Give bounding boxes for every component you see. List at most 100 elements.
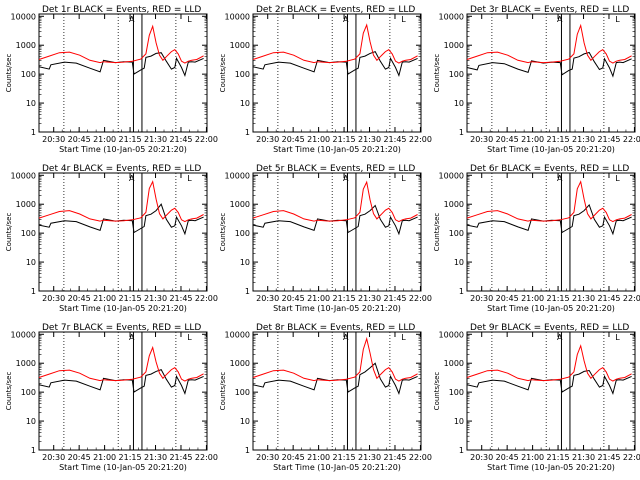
x-tick-label: 22:00	[623, 294, 640, 303]
plot-frame	[252, 13, 422, 133]
y-tick-label: 1000	[16, 359, 36, 368]
y-tick-label: 10000	[11, 171, 36, 180]
panel-9: Det 9r BLACK = Events, RED = LLD 1 10 100 10…	[433, 323, 640, 472]
top-marker-label: A	[343, 15, 349, 24]
series-line-lld	[252, 180, 418, 223]
y-tick-label: 10000	[439, 171, 464, 180]
y-tick-label: 10	[26, 417, 36, 426]
y-tick-label: 10000	[439, 330, 464, 339]
y-axis-label: Counts/sec	[219, 213, 227, 252]
x-tick-label: 21:45	[169, 135, 192, 144]
series-line-lld	[252, 336, 418, 382]
panel-title: Det 7r BLACK = Events, RED = LLD	[42, 323, 201, 333]
panel-7: Det 7r BLACK = Events, RED = LLD 1 10 100 10…	[5, 323, 218, 472]
x-tick-label: 22:00	[195, 135, 218, 144]
y-tick-label: 10	[454, 258, 464, 267]
x-tick-label: 20:30	[470, 135, 493, 144]
x-tick-label: 21:00	[307, 135, 330, 144]
x-axis-label: Start Time (10-Jan-05 20:21:20)	[59, 304, 187, 313]
top-marker-label: A	[557, 333, 563, 342]
plot-frame	[38, 331, 208, 451]
y-tick-label: 1	[31, 287, 36, 296]
top-marker-label: A	[129, 174, 135, 183]
plot-frame	[252, 331, 422, 451]
x-tick-label: 21:15	[547, 135, 570, 144]
y-tick-label: 100	[235, 229, 250, 238]
x-tick-label: 21:00	[521, 135, 544, 144]
x-tick-label: 22:00	[195, 453, 218, 462]
x-tick-label: 22:00	[409, 135, 432, 144]
panel-1: Det 1r BLACK = Events, RED = LLD 1 10 100 10…	[5, 5, 218, 154]
x-axis-label: Start Time (10-Jan-05 20:21:20)	[487, 304, 615, 313]
series-line-events	[38, 203, 204, 236]
y-tick-label: 100	[21, 70, 36, 79]
x-tick-label: 21:00	[307, 294, 330, 303]
x-tick-label: 21:00	[521, 453, 544, 462]
panel-title: Det 2r BLACK = Events, RED = LLD	[256, 5, 415, 15]
x-tick-label: 20:30	[256, 453, 279, 462]
plot-frame	[38, 172, 208, 292]
x-tick-label: 21:45	[169, 294, 192, 303]
y-tick-label: 10	[26, 258, 36, 267]
top-marker-label: L	[401, 174, 406, 183]
panel-3: Det 3r BLACK = Events, RED = LLD 1 10 100 10…	[433, 5, 640, 154]
x-tick-label: 20:30	[42, 453, 65, 462]
x-tick-label: 21:45	[597, 453, 620, 462]
y-tick-label: 10	[240, 99, 250, 108]
y-tick-label: 1000	[230, 200, 250, 209]
y-tick-label: 1000	[444, 41, 464, 50]
y-axis-label: Counts/sec	[219, 372, 227, 411]
x-tick-label: 22:00	[409, 453, 432, 462]
y-tick-label: 10	[240, 417, 250, 426]
x-tick-label: 21:30	[572, 453, 595, 462]
x-axis-label: Start Time (10-Jan-05 20:21:20)	[487, 145, 615, 154]
y-axis-label: Counts/sec	[5, 213, 13, 252]
panel-title: Det 3r BLACK = Events, RED = LLD	[470, 5, 629, 15]
x-tick-label: 20:30	[470, 453, 493, 462]
x-tick-label: 20:45	[496, 453, 519, 462]
top-marker-label: A	[129, 333, 135, 342]
series-line-events	[38, 52, 204, 78]
y-tick-label: 1	[31, 446, 36, 455]
y-tick-label: 10	[26, 99, 36, 108]
series-line-lld	[38, 345, 204, 382]
y-axis-label: Counts/sec	[433, 213, 441, 252]
top-marker-label: A	[557, 15, 563, 24]
x-tick-label: 21:15	[119, 135, 142, 144]
plot-frame	[38, 13, 208, 133]
y-axis-label: Counts/sec	[5, 54, 13, 93]
y-tick-label: 1000	[444, 359, 464, 368]
panel-title: Det 6r BLACK = Events, RED = LLD	[470, 164, 629, 174]
x-tick-label: 20:30	[470, 294, 493, 303]
x-axis-label: Start Time (10-Jan-05 20:21:20)	[59, 145, 187, 154]
y-tick-label: 10	[454, 417, 464, 426]
y-axis-label: Counts/sec	[433, 54, 441, 93]
panel-title: Det 9r BLACK = Events, RED = LLD	[470, 323, 629, 333]
x-tick-label: 21:45	[383, 294, 406, 303]
x-tick-label: 21:15	[119, 453, 142, 462]
y-tick-label: 10	[240, 258, 250, 267]
series-line-events	[252, 204, 418, 236]
y-tick-label: 100	[449, 388, 464, 397]
y-tick-label: 100	[21, 229, 36, 238]
y-axis-label: Counts/sec	[433, 372, 441, 411]
y-tick-label: 1000	[16, 41, 36, 50]
panel-6: Det 6r BLACK = Events, RED = LLD 1 10 100 10…	[433, 164, 640, 313]
x-tick-label: 22:00	[409, 294, 432, 303]
x-axis-label: Start Time (10-Jan-05 20:21:20)	[487, 463, 615, 472]
top-marker-label: L	[615, 15, 620, 24]
x-tick-label: 21:30	[358, 135, 381, 144]
series-line-lld	[252, 23, 418, 64]
y-tick-label: 10000	[225, 12, 250, 21]
y-axis-label: Counts/sec	[5, 372, 13, 411]
x-tick-label: 20:45	[282, 453, 305, 462]
x-tick-label: 20:30	[256, 135, 279, 144]
y-tick-label: 10000	[11, 12, 36, 21]
x-tick-label: 21:30	[358, 294, 381, 303]
panel-4: Det 4r BLACK = Events, RED = LLD 1 10 100 10…	[5, 164, 218, 313]
x-tick-label: 20:45	[68, 453, 91, 462]
panel-title: Det 8r BLACK = Events, RED = LLD	[256, 323, 415, 333]
x-axis-label: Start Time (10-Jan-05 20:21:20)	[59, 463, 187, 472]
top-marker-label: L	[187, 15, 192, 24]
